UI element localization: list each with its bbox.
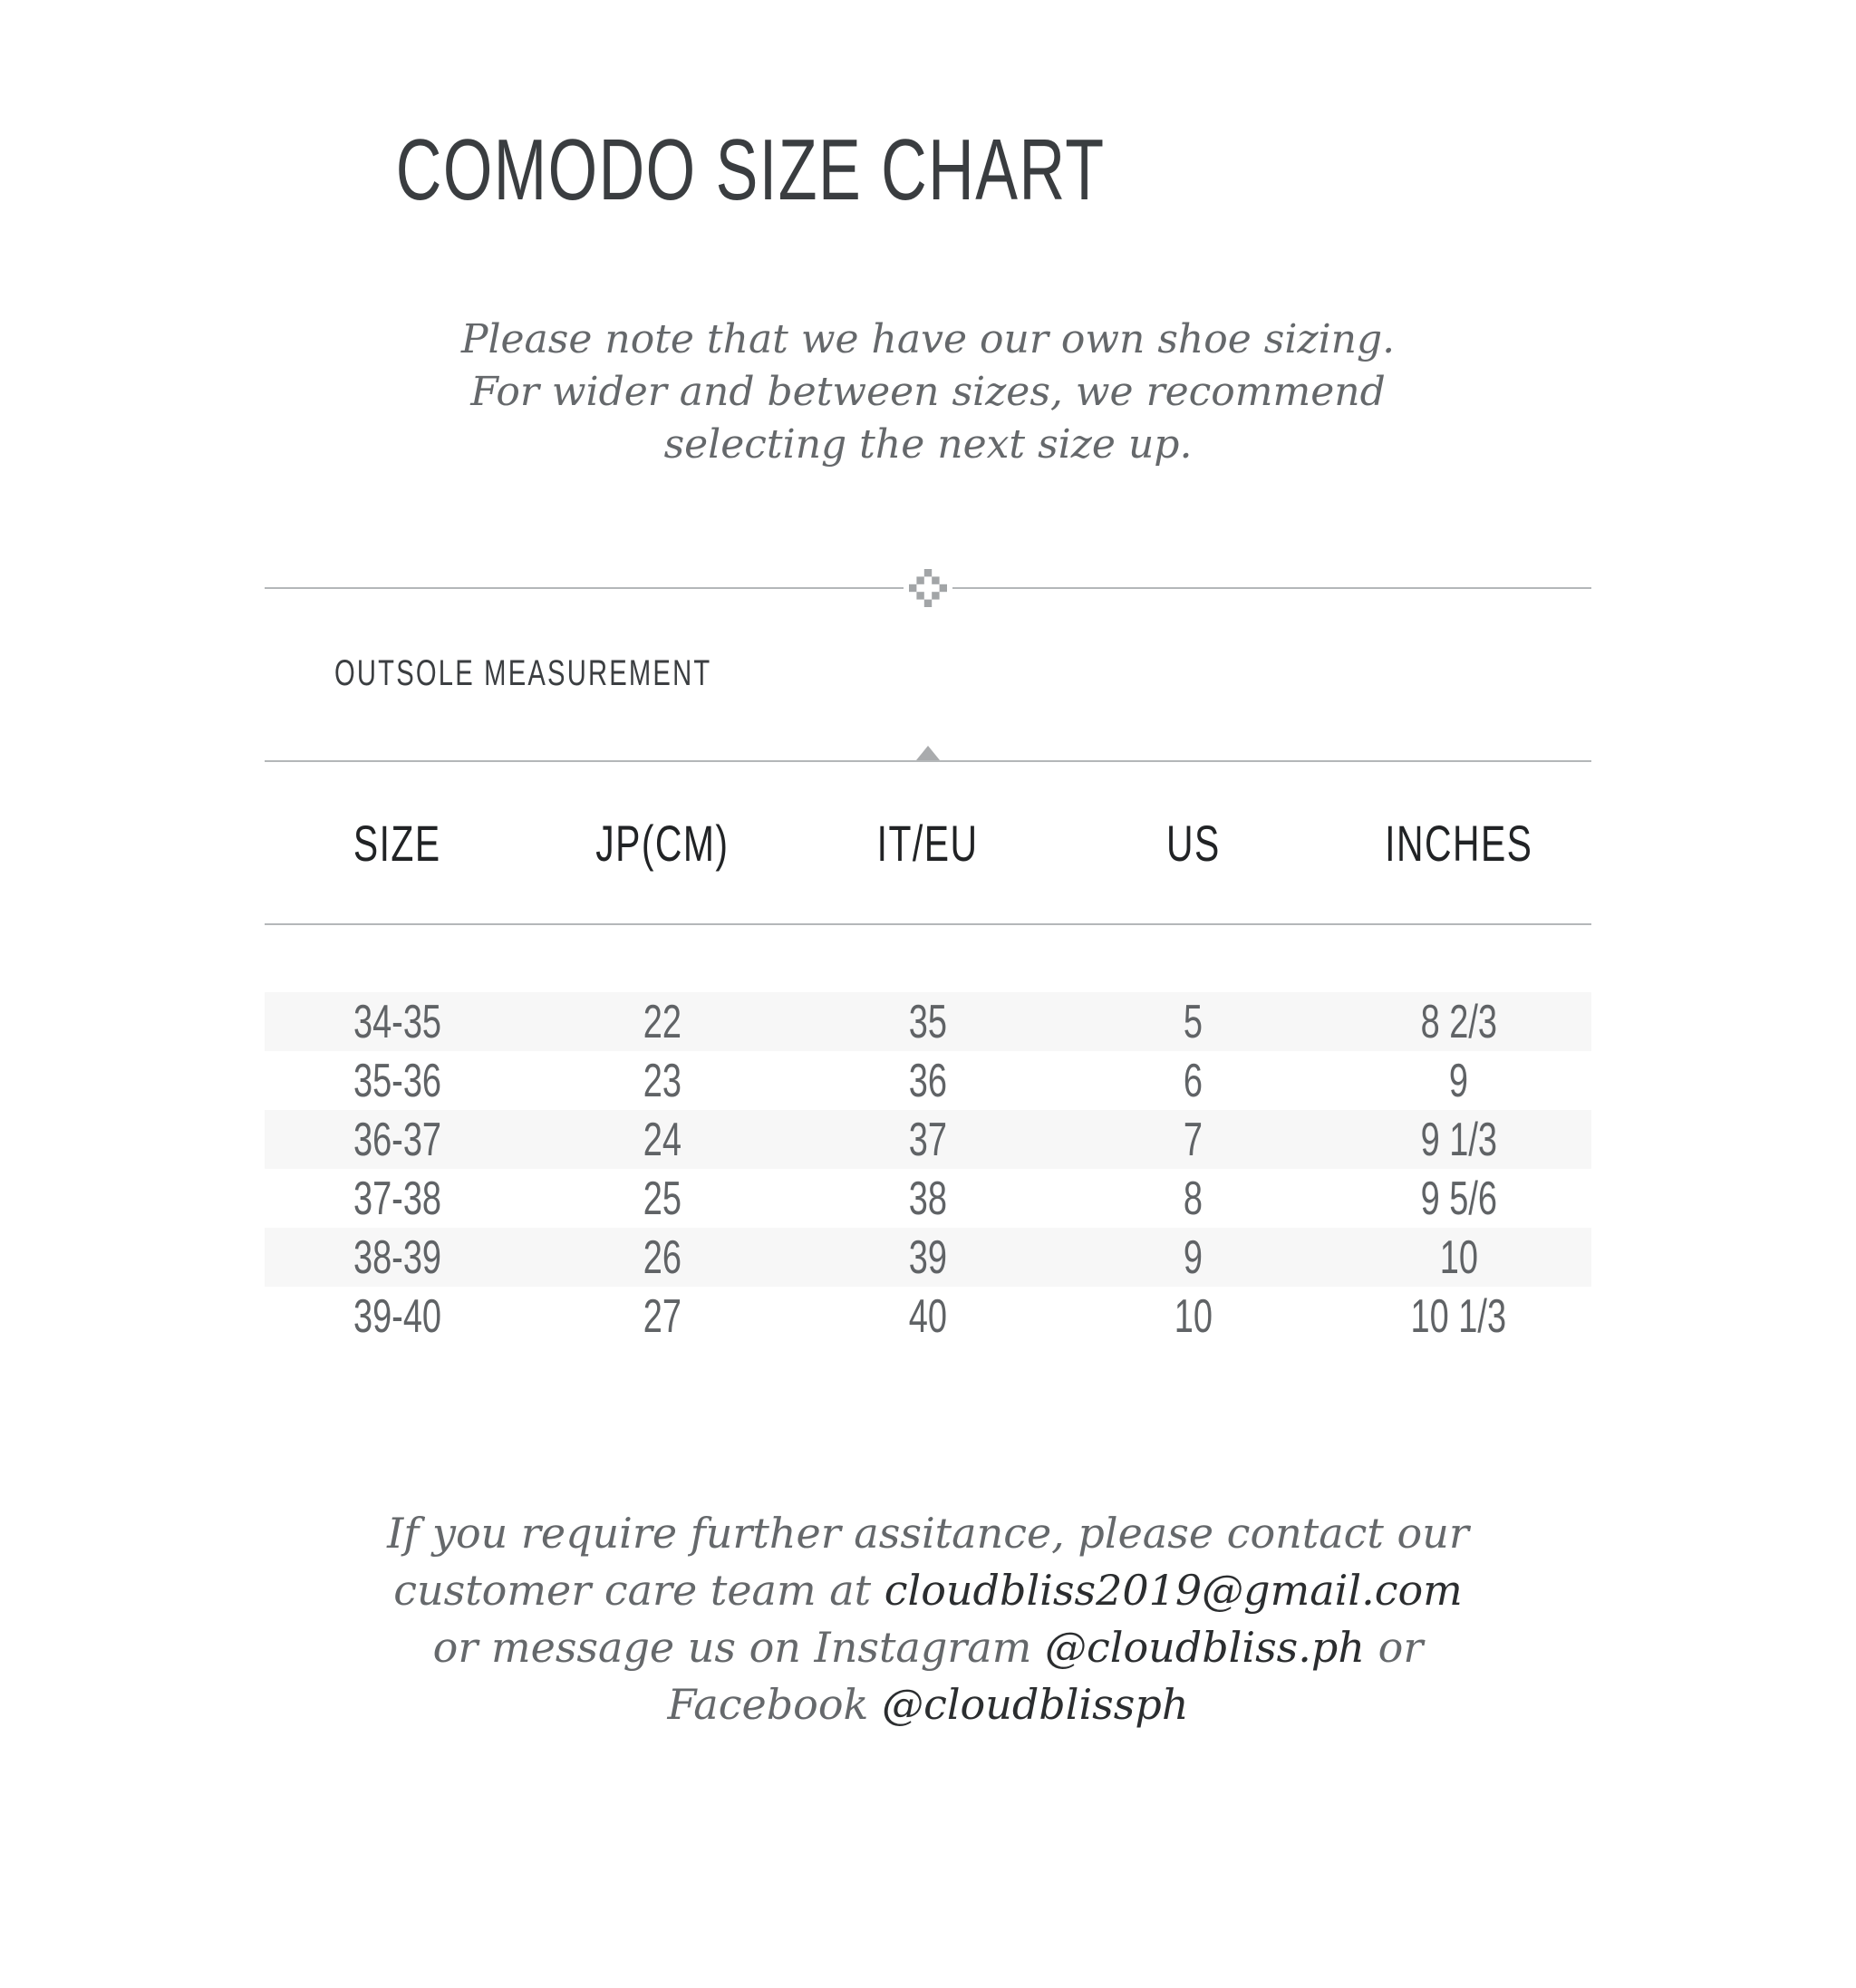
cell-inches: 9 [1326, 1054, 1591, 1108]
cell-size: 35-36 [265, 1054, 530, 1108]
cell-size: 36-37 [265, 1113, 530, 1167]
cell-jp-cm-value: 25 [643, 1172, 682, 1225]
bottom-divider [265, 746, 1591, 762]
cell-it-eu: 36 [796, 1054, 1061, 1108]
cell-it-eu-value: 40 [908, 1289, 948, 1343]
column-header-us-label: US [1165, 814, 1221, 872]
contact-note-line3: or message us on Instagram [432, 1623, 1045, 1672]
cell-us-value: 8 [1184, 1172, 1204, 1225]
instagram-handle: @cloudbliss.ph [1044, 1623, 1365, 1672]
cell-it-eu: 35 [796, 995, 1061, 1049]
column-header-it-eu-label: IT/EU [877, 814, 979, 872]
column-header-inches-label: INCHES [1384, 814, 1533, 872]
cell-inches: 10 [1326, 1230, 1591, 1285]
cell-us: 8 [1060, 1172, 1326, 1226]
cell-size-value: 37-38 [353, 1172, 441, 1225]
cell-size: 34-35 [265, 995, 530, 1049]
contact-note-line2: customer care team at [393, 1566, 884, 1615]
cell-inches-value: 8 2/3 [1420, 995, 1497, 1048]
triangle-up-icon [916, 746, 940, 760]
table-row: 36-37 24 37 7 9 1/3 [265, 1110, 1591, 1169]
cell-it-eu: 39 [796, 1230, 1061, 1285]
cell-us: 5 [1060, 995, 1326, 1049]
cell-size: 39-40 [265, 1289, 530, 1344]
cell-us-value: 5 [1184, 995, 1204, 1048]
cell-inches-value: 9 5/6 [1420, 1172, 1497, 1225]
cell-jp-cm: 23 [530, 1054, 796, 1108]
cell-inches-value: 10 [1439, 1230, 1478, 1284]
cell-it-eu-value: 38 [908, 1172, 948, 1225]
cell-inches-value: 10 1/3 [1410, 1289, 1507, 1343]
cell-us-value: 6 [1184, 1054, 1204, 1107]
contact-note: If you require further assitance, please… [265, 1505, 1591, 1733]
size-table: SIZE JP(CM) IT/EU US INCHES 34-35 22 35 … [265, 762, 1591, 1346]
cell-it-eu: 37 [796, 1113, 1061, 1167]
cell-jp-cm-value: 22 [643, 995, 682, 1048]
column-header-inches: INCHES [1326, 814, 1591, 873]
sizing-note: Please note that we have our own shoe si… [460, 316, 1396, 468]
top-divider [265, 569, 1591, 607]
contact-note-line4: Facebook [667, 1680, 883, 1729]
cell-us-value: 7 [1184, 1113, 1204, 1166]
cell-us-value: 9 [1184, 1230, 1204, 1284]
table-row: 34-35 22 35 5 8 2/3 [265, 992, 1591, 1051]
cell-size-value: 34-35 [353, 995, 441, 1048]
cell-inches-value: 9 [1449, 1054, 1469, 1107]
cell-jp-cm: 25 [530, 1172, 796, 1226]
cell-size: 38-39 [265, 1230, 530, 1285]
cell-us: 10 [1060, 1289, 1326, 1344]
column-header-it-eu: IT/EU [796, 814, 1061, 873]
contact-email: cloudbliss2019@gmail.com [884, 1566, 1463, 1615]
cell-jp-cm: 24 [530, 1113, 796, 1167]
cell-jp-cm: 26 [530, 1230, 796, 1285]
table-row: 38-39 26 39 9 10 [265, 1228, 1591, 1287]
size-chart-page: COMODO SIZE CHART Please note that we ha… [265, 0, 1591, 1733]
contact-note-line3-end: or [1365, 1623, 1424, 1672]
cell-inches: 9 5/6 [1326, 1172, 1591, 1226]
cell-us: 7 [1060, 1113, 1326, 1167]
cell-it-eu-value: 39 [908, 1230, 948, 1284]
table-row: 39-40 27 40 10 10 1/3 [265, 1287, 1591, 1346]
cell-it-eu: 38 [796, 1172, 1061, 1226]
cell-jp-cm-value: 23 [643, 1054, 682, 1107]
cell-size-value: 38-39 [353, 1230, 441, 1284]
cell-size: 37-38 [265, 1172, 530, 1226]
table-row: 37-38 25 38 8 9 5/6 [265, 1169, 1591, 1228]
column-header-size: SIZE [265, 814, 530, 873]
column-header-us: US [1060, 814, 1326, 873]
cell-jp-cm: 22 [530, 995, 796, 1049]
cell-us-value: 10 [1174, 1289, 1213, 1343]
cell-jp-cm-value: 24 [643, 1113, 682, 1166]
cell-us: 9 [1060, 1230, 1326, 1285]
column-header-jp-cm: JP(CM) [530, 814, 796, 873]
cell-it-eu-value: 37 [908, 1113, 948, 1166]
cell-inches: 9 1/3 [1326, 1113, 1591, 1167]
cell-jp-cm-value: 27 [643, 1289, 682, 1343]
cell-it-eu-value: 35 [908, 995, 948, 1048]
cell-size-value: 36-37 [353, 1113, 441, 1166]
table-row: 35-36 23 36 6 9 [265, 1051, 1591, 1110]
cell-inches-value: 9 1/3 [1420, 1113, 1497, 1166]
cell-size-value: 39-40 [353, 1289, 441, 1343]
contact-note-line1: If you require further assitance, please… [387, 1509, 1469, 1558]
column-header-jp-cm-label: JP(CM) [595, 814, 730, 872]
cell-size-value: 35-36 [353, 1054, 441, 1107]
cell-jp-cm: 27 [530, 1289, 796, 1344]
cell-it-eu: 40 [796, 1289, 1061, 1344]
outsole-measurement-label: OUTSOLE MEASUREMENT [334, 653, 712, 693]
diamond-ornament-icon [904, 569, 952, 607]
column-header-size-label: SIZE [353, 814, 441, 872]
cell-it-eu-value: 36 [908, 1054, 948, 1107]
cell-jp-cm-value: 26 [643, 1230, 682, 1284]
table-body: 34-35 22 35 5 8 2/3 35-36 23 36 6 9 36-3… [265, 992, 1591, 1346]
page-title: COMODO SIZE CHART [395, 121, 1106, 218]
cell-inches: 8 2/3 [1326, 995, 1591, 1049]
cell-inches: 10 1/3 [1326, 1289, 1591, 1344]
facebook-handle: @cloudblissph [882, 1680, 1189, 1729]
table-header-row: SIZE JP(CM) IT/EU US INCHES [265, 762, 1591, 925]
cell-us: 6 [1060, 1054, 1326, 1108]
